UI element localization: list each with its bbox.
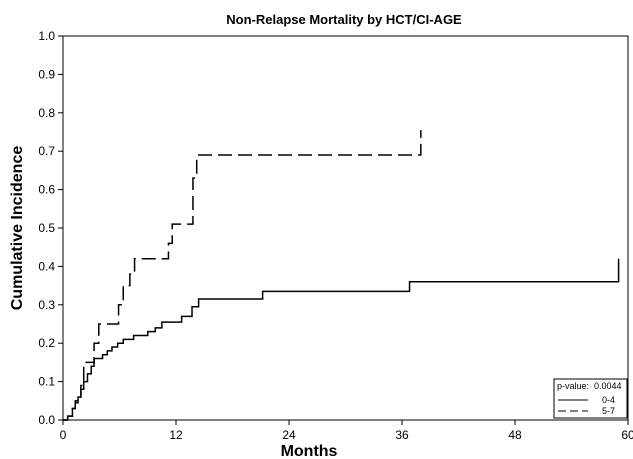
series-layer: [63, 130, 620, 421]
y-tick-label: 0.7: [38, 144, 55, 158]
x-axis-title: Months: [281, 443, 338, 459]
y-tick-label: 0.5: [38, 221, 55, 235]
series-line-1: [63, 258, 620, 421]
x-axis-ticks: 0 12 24 36 48 60: [60, 420, 633, 442]
x-tick-label: 0: [60, 428, 67, 442]
y-tick-label: 0.0: [38, 413, 55, 427]
legend-label-2: 5-7: [602, 406, 615, 416]
x-tick-label: 12: [169, 428, 183, 442]
y-axis-ticks: 0.0 0.1 0.2 0.3 0.4 0.5 0.6 0.7 0.8 0.9 1.0: [38, 29, 63, 427]
y-tick-label: 1.0: [38, 29, 55, 43]
series-line-2: [63, 130, 422, 421]
y-tick-label: 0.2: [38, 336, 55, 350]
plot-frame: [62, 35, 629, 421]
y-tick-label: 0.4: [38, 259, 55, 273]
x-tick-label: 24: [282, 428, 296, 442]
y-tick-label: 0.8: [38, 106, 55, 120]
y-tick-label: 0.3: [38, 298, 55, 312]
x-tick-label: 48: [508, 428, 522, 442]
legend: p-value: 0.0044 0-45-7: [553, 378, 628, 419]
legend-pvalue: 0.0044: [594, 381, 622, 391]
chart-title: Non-Relapse Mortality by HCT/CI-AGE: [226, 12, 462, 27]
y-axis-title: Cumulative Incidence: [9, 146, 26, 311]
x-tick-label: 36: [395, 428, 409, 442]
legend-pvalue-label: p-value:: [557, 381, 589, 391]
y-tick-label: 0.9: [38, 67, 55, 81]
legend-box: [553, 378, 628, 419]
x-tick-label: 60: [621, 428, 633, 442]
y-tick-label: 0.1: [38, 375, 55, 389]
legend-label-1: 0-4: [602, 395, 615, 405]
legend-entries: 0-45-7: [558, 395, 615, 416]
y-tick-label: 0.6: [38, 183, 55, 197]
